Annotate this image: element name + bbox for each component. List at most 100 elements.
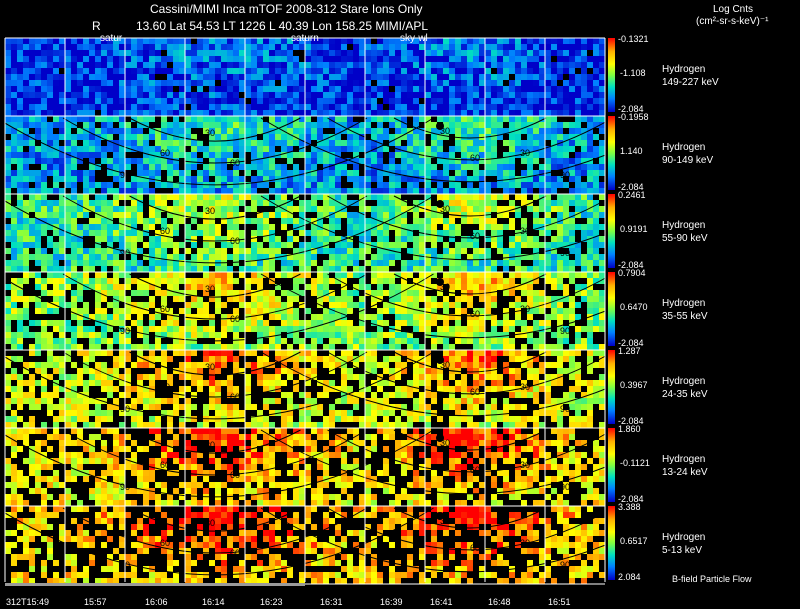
species-label: Hydrogen	[662, 298, 706, 309]
time-tick-label: 312T15:49	[6, 597, 50, 607]
colorbar-min-value: 2.084	[618, 572, 641, 582]
colorbar-mid-value: 0.6470	[620, 302, 648, 312]
units-title: Log Cnts	[713, 4, 754, 15]
contour-label: 30	[440, 516, 450, 526]
heatmap-row-1	[5, 38, 605, 116]
colorbar-min-value: -2.084	[618, 182, 644, 192]
contour-label: 90	[560, 482, 570, 492]
saturn-marker-1: satur	[100, 33, 123, 44]
contour-label: 60	[470, 309, 480, 319]
contour-label: 60	[230, 470, 240, 480]
contour-label: 30	[205, 284, 215, 294]
energy-range-label: 13-24 keV	[662, 467, 708, 478]
contour-label: 60	[470, 387, 480, 397]
time-tick-label: 16:31	[320, 597, 343, 607]
contour-line	[393, 273, 547, 295]
contour-label: 60	[230, 392, 240, 402]
colorbar-min-value: -2.084	[618, 260, 644, 270]
species-label: Hydrogen	[662, 454, 706, 465]
contour-line	[393, 429, 547, 451]
contour-line	[260, 117, 680, 183]
sky-marker: sky-wl	[400, 33, 428, 44]
colorbar-mid-value: -0.1121	[620, 458, 650, 468]
contour-label: 90	[560, 404, 570, 414]
contour-label: 30	[205, 206, 215, 216]
contour-label: 60	[160, 538, 170, 548]
colorbar-row-7	[608, 506, 615, 580]
chart-title: Cassini/MIMI Inca mTOF 2008-312 Stare Io…	[150, 2, 423, 16]
contour-label: 30	[440, 126, 450, 136]
contour-label: 30	[520, 538, 530, 548]
contour-label: 30	[205, 362, 215, 372]
planet-dot	[436, 434, 444, 442]
colorbar-min-value: -2.084	[618, 494, 644, 504]
colorbar-row-2	[608, 116, 615, 190]
planet-dot	[436, 512, 444, 520]
r-label: R	[92, 19, 101, 33]
contour-line	[129, 117, 301, 142]
time-range-bar	[5, 583, 305, 586]
colorbar-mid-value: 0.3967	[620, 380, 648, 390]
colorbar-mid-value: 1.140	[620, 146, 643, 156]
contour-label: 30	[205, 440, 215, 450]
contour-line	[0, 195, 434, 264]
time-tick-label: 16:48	[488, 597, 511, 607]
energy-range-label: 90-149 keV	[662, 155, 714, 166]
time-tick-label: 16:41	[430, 597, 453, 607]
contour-line	[0, 273, 434, 342]
contour-line	[393, 507, 547, 529]
contour-label: 60	[160, 226, 170, 236]
contour-line	[0, 429, 434, 498]
contour-label: 90	[560, 248, 570, 258]
planet-dot	[436, 278, 444, 286]
colorbar-row-5	[608, 350, 615, 424]
energy-range-label: 149-227 keV	[662, 77, 719, 88]
contour-label: 30	[520, 382, 530, 392]
contour-line	[260, 351, 680, 417]
colorbar-min-value: -2.084	[618, 338, 644, 348]
contour-label: 60	[230, 548, 240, 558]
contour-line	[260, 507, 680, 573]
colorbar-row-6	[608, 428, 615, 502]
species-label: Hydrogen	[662, 220, 706, 231]
saturn-marker-2: saturn	[291, 33, 319, 44]
colorbar-max-value: -0.1321	[618, 34, 649, 44]
species-label: Hydrogen	[662, 376, 706, 387]
contour-line	[327, 429, 613, 473]
position-readout: 13.60 Lat 54.53 LT 1226 L 40.39 Lon 158.…	[136, 19, 428, 33]
contour-line	[62, 195, 368, 242]
units-subtitle: (cm²-sr-s-keV)⁻¹	[696, 16, 769, 27]
heatmap-row-3	[5, 194, 605, 272]
contour-line	[62, 273, 368, 320]
contour-label: 60	[230, 314, 240, 324]
contour-line	[327, 351, 613, 395]
contour-label: 90	[560, 560, 570, 570]
colorbar-max-value: 3.388	[618, 502, 641, 512]
contour-line	[260, 195, 680, 261]
energy-range-label: 35-55 keV	[662, 311, 708, 322]
heatmap-row-4	[5, 272, 605, 350]
contour-line	[393, 117, 547, 139]
contour-line	[327, 117, 613, 161]
species-label: Hydrogen	[662, 64, 706, 75]
contour-label: 30	[440, 204, 450, 214]
contour-line	[260, 273, 680, 339]
planet-dot	[436, 122, 444, 130]
time-tick-label: 16:06	[145, 597, 168, 607]
contour-label: 30	[520, 226, 530, 236]
colorbar-row-3	[608, 194, 615, 268]
contour-line	[62, 507, 368, 554]
colorbar-max-value: 1.860	[618, 424, 641, 434]
planet-dot	[436, 200, 444, 208]
contour-line	[62, 117, 368, 164]
contour-line	[393, 195, 547, 217]
energy-range-label: 55-90 keV	[662, 233, 708, 244]
contour-label: 60	[160, 148, 170, 158]
contour-label: 60	[160, 304, 170, 314]
species-label: Hydrogen	[662, 142, 706, 153]
contour-label: 30	[205, 518, 215, 528]
colorbar-max-value: 1.287	[618, 346, 641, 356]
contour-line	[129, 351, 301, 376]
